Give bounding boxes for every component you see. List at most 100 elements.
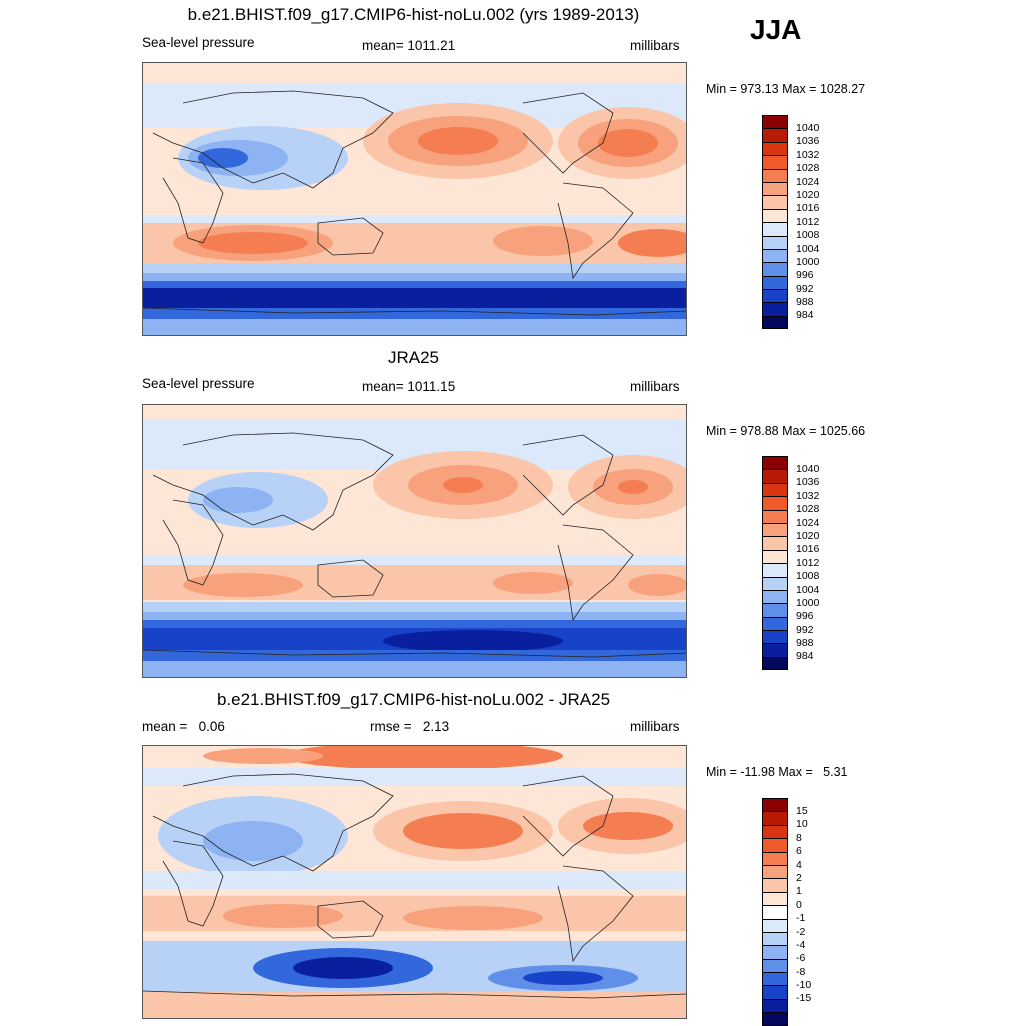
north-pacific-anomaly-core xyxy=(403,813,523,849)
coastlines xyxy=(143,432,686,658)
trough-band-1 xyxy=(143,602,686,614)
colorbar-tick-label: 984 xyxy=(796,650,814,663)
colorbar-swatch xyxy=(762,616,788,631)
panel2-units-label: millibars xyxy=(630,379,680,394)
colorbar-swatch xyxy=(762,248,788,263)
australia-coast xyxy=(317,217,384,256)
south-atlantic-high xyxy=(618,229,686,257)
colorbar-tick-label: 1004 xyxy=(796,583,820,596)
colorbar-tick-label: 1 xyxy=(796,885,802,898)
panel3-map xyxy=(142,745,687,1019)
panel1-variable-label: Sea-level pressure xyxy=(142,35,255,50)
colorbar-swatch xyxy=(762,128,788,142)
colorbar-tick-label: 1008 xyxy=(796,570,820,583)
colorbar-tick-label: 1020 xyxy=(796,529,820,542)
colorbar-tick-label: 1000 xyxy=(796,255,820,268)
trough-band-1 xyxy=(143,263,686,275)
colorbar-swatch xyxy=(762,656,788,671)
trough-band-2 xyxy=(143,273,686,283)
southern-positive-core-1 xyxy=(223,904,343,928)
colorbar-swatch xyxy=(762,522,788,537)
indian-ocean-high xyxy=(183,573,303,597)
colorbar-tick-label: 1004 xyxy=(796,242,820,255)
colorbar-swatch xyxy=(762,315,788,330)
colorbar-swatch xyxy=(762,630,788,644)
trough-band-4 xyxy=(143,288,686,310)
colorbar-tick-label: 996 xyxy=(796,269,814,282)
colorbar-tick-label: 6 xyxy=(796,845,802,858)
colorbar-tick-label: 992 xyxy=(796,623,814,636)
colorbar-swatch xyxy=(762,824,788,839)
southern-atlantic-negative-core xyxy=(523,971,603,985)
colorbar-swatch xyxy=(762,931,788,946)
trough-core xyxy=(383,630,563,652)
colorbar-swatch xyxy=(762,798,788,812)
colorbar-tick-label: 1020 xyxy=(796,188,820,201)
coastlines xyxy=(143,90,686,316)
trough-band-5 xyxy=(143,650,686,662)
colorbar-swatch xyxy=(762,643,788,657)
antarctica-coast xyxy=(143,649,686,658)
panel2-minmax: Min = 978.88 Max = 1025.66 xyxy=(706,424,866,438)
colorbar-swatch xyxy=(762,469,788,483)
trough-band-5 xyxy=(143,308,686,320)
colorbar-swatch xyxy=(762,302,788,316)
colorbar-swatch xyxy=(762,972,788,986)
colorbar-swatch xyxy=(762,985,788,999)
north-pacific-high-core xyxy=(443,477,483,493)
season-label: JJA xyxy=(750,14,802,45)
southern-positive-core-2 xyxy=(403,906,543,930)
colorbar-tick-label: -1 xyxy=(796,912,806,925)
colorbar-tick-label: 988 xyxy=(796,637,814,650)
north-pacific-high-core xyxy=(418,127,498,155)
colorbar-tick-label: 1040 xyxy=(796,463,820,475)
colorbar-swatch xyxy=(762,851,788,865)
panel2-colorbar-labels: 1040 1036 1032 1028 1024 1020 1016 1012 1008 1004… xyxy=(796,463,819,664)
colorbar-tick-label: 10 xyxy=(796,818,808,831)
north-america-coast xyxy=(522,775,614,857)
colorbar-swatch xyxy=(762,289,788,303)
panel2-mean-label: mean= 1011.15 xyxy=(362,379,456,394)
colorbar-swatch xyxy=(762,456,788,470)
southern-indian-negative-core xyxy=(293,957,393,979)
colorbar-swatch xyxy=(762,235,788,249)
antarctic-positive-band xyxy=(143,991,686,1018)
panel1-units-label: millibars xyxy=(630,38,680,53)
arctic-anomaly-west xyxy=(203,748,323,764)
panel1-colorbar xyxy=(762,115,788,330)
colorbar-tick-label: -8 xyxy=(796,965,806,978)
eurasia-coast xyxy=(152,773,394,872)
colorbar-tick-label: 4 xyxy=(796,858,802,871)
panel3-minmax: Min = -11.98 Max = 5.31 xyxy=(706,765,848,779)
coastlines xyxy=(143,773,686,999)
panel1-mean-label: mean= 1011.21 xyxy=(362,38,456,53)
south-atlantic-high xyxy=(628,574,686,596)
colorbar-tick-label: 1000 xyxy=(796,596,820,609)
colorbar-swatch xyxy=(762,891,788,906)
colorbar-tick-label: 0 xyxy=(796,898,802,911)
north-america-coast xyxy=(522,434,614,516)
colorbar-swatch xyxy=(762,536,788,550)
panel1-minmax: Min = 973.13 Max = 1028.27 xyxy=(706,82,866,96)
colorbar-tick-label: 8 xyxy=(796,831,802,844)
north-america-coast xyxy=(522,92,614,174)
south-america-coast xyxy=(557,865,634,963)
colorbar-tick-label: 1036 xyxy=(796,476,820,489)
panel2-title: JRA25 xyxy=(387,348,440,367)
panel3-colorbar-labels: 15 10 8 6 4 2 1 0 -1 -2 -4 -6 -8 -10 -15 xyxy=(796,805,811,1006)
colorbar-tick-label: 1032 xyxy=(796,489,820,502)
subarctic-negative-band xyxy=(143,768,686,786)
arctic-positive-anomaly xyxy=(283,746,563,770)
trough-band-6 xyxy=(143,319,686,335)
south-america-coast xyxy=(557,524,634,622)
colorbar-tick-label: 992 xyxy=(796,282,814,295)
colorbar-tick-label: 1036 xyxy=(796,135,820,148)
trough-band-2 xyxy=(143,612,686,622)
colorbar-swatch xyxy=(762,141,788,156)
colorbar-swatch xyxy=(762,589,788,604)
panel1-map xyxy=(142,62,687,336)
colorbar-tick-label: -2 xyxy=(796,925,806,938)
panel2-colorbar xyxy=(762,456,788,671)
colorbar-tick-label: 996 xyxy=(796,610,814,623)
colorbar-tick-label: 1016 xyxy=(796,543,820,556)
